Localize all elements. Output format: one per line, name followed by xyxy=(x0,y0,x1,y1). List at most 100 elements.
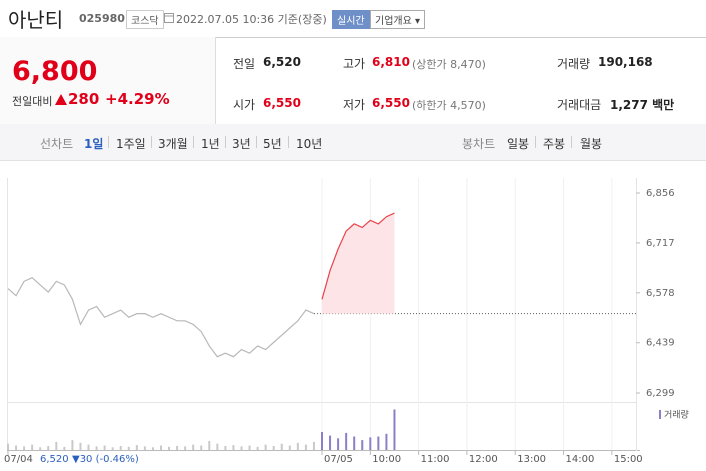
separator xyxy=(151,136,152,148)
x-tick-label: 12:00 xyxy=(469,454,498,465)
legend-swatch xyxy=(659,410,661,419)
tab-head: 봉차트 xyxy=(462,137,496,151)
tab[interactable]: 주봉 xyxy=(543,137,566,151)
volume-bar xyxy=(272,445,275,450)
volume-bar xyxy=(385,433,388,450)
tab-bar xyxy=(0,124,706,161)
up-triangle xyxy=(55,94,67,105)
x-tick-label: 07/05 xyxy=(324,454,353,465)
volume-bar xyxy=(216,443,219,450)
stat-limit: (하한가 4,570) xyxy=(412,99,486,112)
separator xyxy=(225,136,226,148)
separator xyxy=(193,136,194,148)
volume-bar xyxy=(103,445,106,450)
volume-bar xyxy=(15,445,18,450)
volume-bar xyxy=(248,445,251,450)
volume-bar xyxy=(111,447,114,450)
y-tick-label: 6,717 xyxy=(646,238,675,249)
separator xyxy=(535,136,536,148)
live-badge[interactable]: 실시간 xyxy=(332,10,370,29)
volume-bar xyxy=(192,444,195,450)
y-tick-label: 6,856 xyxy=(646,188,675,199)
volume-bar xyxy=(71,440,74,450)
volume-bar xyxy=(159,445,162,450)
x-tick-label: 10:00 xyxy=(372,454,401,465)
company-button[interactable]: 기업개요 ▾ xyxy=(370,10,425,29)
volume-bar xyxy=(232,445,235,450)
legend-label: 거래량 xyxy=(664,409,689,421)
separator xyxy=(571,136,572,148)
volume-bar xyxy=(184,446,187,450)
stat-value: 6,550 xyxy=(372,96,410,110)
volume-bar xyxy=(224,445,227,450)
volume-bar xyxy=(377,436,380,450)
tab[interactable]: 10년 xyxy=(296,137,323,151)
stat-label: 저가 xyxy=(343,98,366,112)
tab[interactable]: 월봉 xyxy=(580,137,603,151)
volume-bar xyxy=(23,446,26,450)
volume-bar xyxy=(240,446,243,450)
legend-price: 6,520 xyxy=(40,454,69,465)
volume-bar xyxy=(321,432,323,450)
volume-bar xyxy=(7,443,9,450)
stock-code: 025980 xyxy=(79,12,125,25)
volume-bar xyxy=(200,445,203,450)
area-fill xyxy=(322,213,395,314)
current-price: 6,800 xyxy=(12,56,98,87)
volume-bar xyxy=(337,438,340,450)
volume-bar xyxy=(256,446,259,450)
tab[interactable]: 5년 xyxy=(263,137,282,151)
volume-bar xyxy=(345,432,348,450)
volume-bar xyxy=(312,441,315,450)
stat-value: 6,810 xyxy=(372,55,410,69)
x-tick-label: 14:00 xyxy=(566,454,595,465)
stat-label: 시가 xyxy=(233,98,256,112)
volume-bar xyxy=(63,446,66,450)
stock-name: 아난티 xyxy=(8,8,64,32)
volume-bar xyxy=(39,447,42,450)
volume-bar xyxy=(127,446,130,450)
tab[interactable]: 1년 xyxy=(201,137,220,151)
volume-bar xyxy=(304,444,307,450)
legend-change: ▼30 (-0.46%) xyxy=(72,454,139,465)
change-pct: +4.29% xyxy=(105,90,170,108)
volume-bar xyxy=(95,446,98,450)
tab[interactable]: 3년 xyxy=(232,137,251,151)
x-tick-label: 11:00 xyxy=(421,454,450,465)
tab[interactable]: 1일 xyxy=(84,137,104,151)
volume-bar xyxy=(87,444,90,450)
separator xyxy=(108,136,109,148)
volume-bar xyxy=(288,445,291,450)
volume-bar xyxy=(119,445,122,450)
stat-value: 6,550 xyxy=(263,96,301,110)
x-tick-label: 07/04 xyxy=(4,454,33,465)
volume-bar xyxy=(296,442,299,450)
volume-bar xyxy=(143,446,146,450)
volume-bar xyxy=(361,440,364,450)
y-tick-label: 6,578 xyxy=(646,288,675,299)
volume-bar xyxy=(55,441,58,450)
tab[interactable]: 일봉 xyxy=(507,137,530,151)
volume-bar xyxy=(208,441,211,450)
volume-bar xyxy=(31,444,34,450)
volume-bar xyxy=(353,436,356,450)
change-label: 전일대비 xyxy=(12,95,53,108)
stat-label: 전일 xyxy=(233,57,256,71)
change: 280 xyxy=(68,90,100,108)
tab[interactable]: 3개월 xyxy=(158,137,188,151)
y-tick-label: 6,439 xyxy=(646,338,675,349)
quote-date: 2022.07.05 10:36 기준(장중) xyxy=(176,13,327,26)
tab-head: 선차트 xyxy=(40,137,74,151)
separator xyxy=(256,136,257,148)
x-tick-label: 15:00 xyxy=(614,454,643,465)
stat-value: 190,168 xyxy=(598,55,653,69)
volume-bar xyxy=(151,447,154,450)
volume-bar xyxy=(369,437,372,450)
stat-label: 거래량 xyxy=(557,57,591,71)
price-line xyxy=(7,277,315,358)
volume-bar xyxy=(168,446,171,450)
volume-bar xyxy=(176,445,179,450)
tab[interactable]: 1주일 xyxy=(116,137,146,151)
